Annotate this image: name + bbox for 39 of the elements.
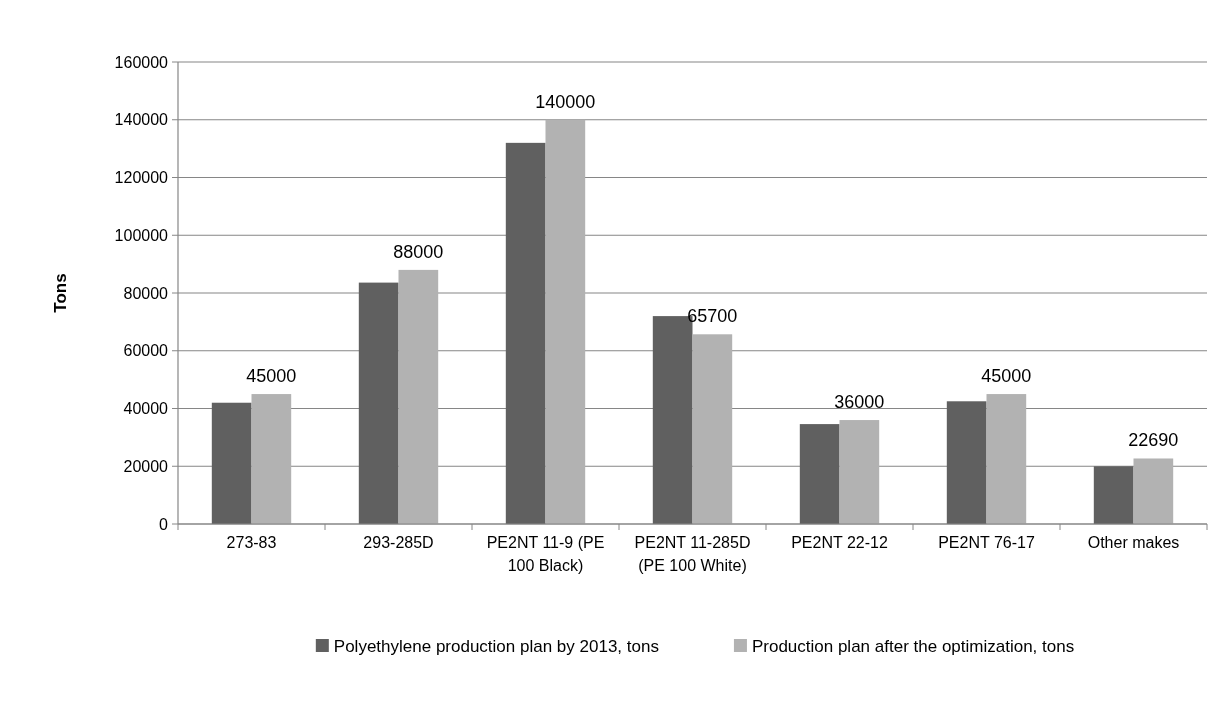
y-tick-label: 140000 xyxy=(114,111,169,129)
x-tick-label: 293-285D xyxy=(363,534,434,551)
bar xyxy=(1093,466,1134,524)
y-tick-label: 80000 xyxy=(123,284,169,302)
data-label: 140000 xyxy=(535,91,596,112)
y-axis-title: Tons xyxy=(51,273,70,313)
y-tick-label: 20000 xyxy=(123,457,169,475)
y-tick-label: 100000 xyxy=(114,226,169,244)
bar xyxy=(799,424,840,524)
legend-label: Production plan after the optimization, tons xyxy=(751,636,1075,656)
y-tick-label: 60000 xyxy=(123,342,169,360)
y-tick-label: 40000 xyxy=(123,400,169,418)
bar xyxy=(1133,458,1174,524)
bar xyxy=(545,119,586,524)
data-label: 45000 xyxy=(981,366,1032,387)
legend-label: Polyethylene production plan by 2013, tons xyxy=(333,636,659,656)
x-tick-label: 273-83 xyxy=(226,534,277,551)
x-tick-label: PE2NT 76-17 xyxy=(938,534,1035,551)
bar xyxy=(692,334,733,524)
x-tick-label: Other makes xyxy=(1087,534,1180,551)
bar xyxy=(251,394,292,524)
x-tick-label: PE2NT 11-285D (PE 100 White) xyxy=(634,534,751,574)
bar xyxy=(398,269,439,524)
bar xyxy=(358,282,399,524)
bar xyxy=(986,394,1027,524)
data-label: 65700 xyxy=(687,306,738,327)
y-tick-label: 0 xyxy=(159,515,169,533)
y-tick-label: 120000 xyxy=(114,169,169,187)
bar xyxy=(946,401,987,524)
data-label: 45000 xyxy=(246,366,297,387)
data-label: 88000 xyxy=(393,241,444,262)
y-tick-label: 160000 xyxy=(114,53,169,71)
x-tick-label: PE2NT 11-9 (PE 100 Black) xyxy=(486,534,605,574)
x-tick-label: PE2NT 22-12 xyxy=(791,534,888,551)
bar xyxy=(505,142,546,524)
bar xyxy=(211,402,252,524)
data-label: 22690 xyxy=(1128,430,1179,451)
data-label: 36000 xyxy=(834,392,885,413)
bar xyxy=(839,420,880,524)
